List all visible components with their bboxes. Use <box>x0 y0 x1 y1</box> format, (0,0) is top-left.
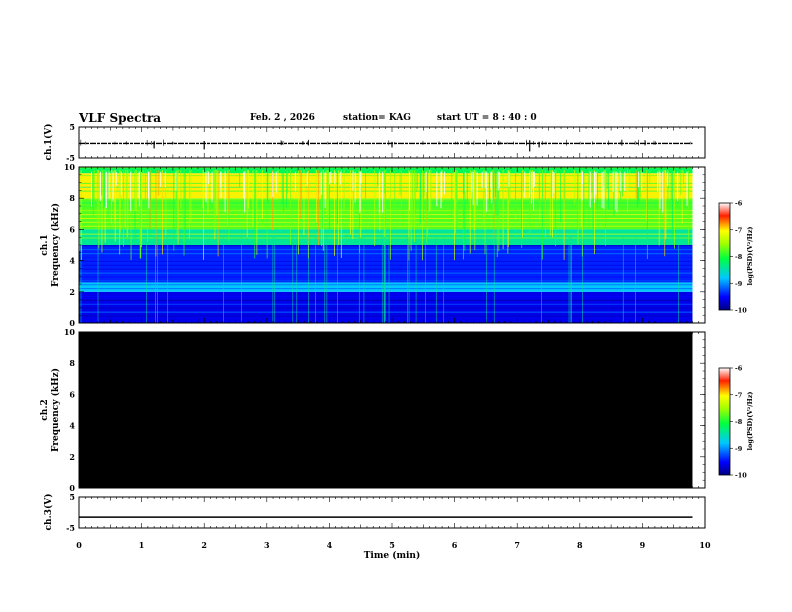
colorbar-tick-label: -10 <box>735 472 747 480</box>
colorbar-tick-label: -7 <box>735 226 742 234</box>
y-tick-label: 2 <box>69 452 75 462</box>
x-tick-label: 8 <box>577 540 583 550</box>
y-tick-label: 2 <box>69 287 75 297</box>
colorbar-tick-label: -9 <box>735 280 743 288</box>
x-tick-label: 2 <box>201 540 207 550</box>
x-tick-label: 10 <box>699 540 711 550</box>
colorbar-ticks: -6 -7 -8 -9 -10 -6 -7 -8 -9 -10 <box>730 200 747 480</box>
y-tick-label: 0 <box>69 318 75 328</box>
ch1-waveform-ylabel: ch.1(V) <box>43 124 54 161</box>
colorbar-tick-label: -9 <box>735 445 743 453</box>
ch1-spectrogram <box>79 167 693 323</box>
x-tick-label: 4 <box>327 540 333 550</box>
x-tick-label: 1 <box>139 540 145 550</box>
start-ut-label: start UT = 8 : 40 : 0 <box>437 113 537 123</box>
ch1-spectrogram-ylabel: Frequency (kHz) <box>50 203 61 287</box>
y-tick-label: 8 <box>69 358 75 368</box>
figure-title: VLF Spectra <box>79 111 162 125</box>
y-tick-label: -5 <box>66 523 75 533</box>
ch2-colorbar <box>718 367 731 476</box>
ch3-waveform-ylabel: ch.3(V) <box>43 494 54 531</box>
y-tick-label: 5 <box>69 492 75 502</box>
ch1-waveform-trace <box>78 139 693 152</box>
colorbar-tick-label: -6 <box>735 365 743 373</box>
y-tick-label: -5 <box>66 153 75 163</box>
ch1-colorbar <box>718 202 731 311</box>
date-label: Feb. 2 , 2026 <box>250 113 315 123</box>
x-tick-label: 6 <box>452 540 458 550</box>
colorbar-tick-label: -8 <box>735 418 743 426</box>
axis-ticks <box>78 126 706 529</box>
ch1-spectrogram-ylabel-top: ch.1 <box>40 234 50 255</box>
colorbar-tick-label: -6 <box>735 200 743 208</box>
x-tick-label: 9 <box>640 540 646 550</box>
ch2-spectrogram-ylabel-top: ch.2 <box>40 399 50 420</box>
x-tick-label: 3 <box>264 540 270 550</box>
y-tick-label: 8 <box>69 193 75 203</box>
y-tick-label: 10 <box>64 162 76 172</box>
y-tick-label: 4 <box>69 421 75 431</box>
y-tick-label: 10 <box>64 327 76 337</box>
colorbar-tick-label: -10 <box>735 307 747 315</box>
x-axis-label: Time (min) <box>364 550 421 561</box>
colorbar-tick-label: -7 <box>735 391 742 399</box>
colorbar-tick-label: -8 <box>735 253 743 261</box>
x-tick-label: 7 <box>514 540 520 550</box>
y-tick-label: 6 <box>69 389 75 399</box>
ch1-colorbar-label: log(PSD)(V²/Hz) <box>746 227 754 286</box>
ch2-spectrogram-ylabel: Frequency (kHz) <box>50 368 61 452</box>
y-tick-label: 6 <box>69 224 75 234</box>
x-tick-label: 0 <box>76 540 82 550</box>
y-tick-label: 5 <box>69 122 75 132</box>
x-tick-label: 5 <box>389 540 395 550</box>
ch2-spectrogram <box>79 332 693 488</box>
station-label: station= KAG <box>343 113 411 123</box>
ch2-colorbar-label: log(PSD)(V²/Hz) <box>746 392 754 451</box>
y-tick-label: 4 <box>69 256 75 266</box>
y-tick-label: 0 <box>69 483 75 493</box>
